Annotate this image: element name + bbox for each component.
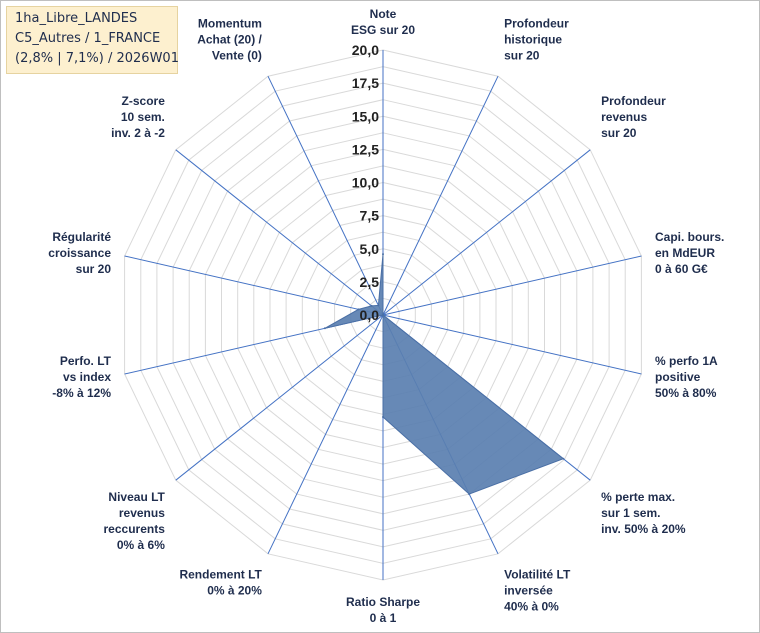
data-point bbox=[382, 314, 384, 316]
data-point bbox=[382, 253, 384, 256]
info-line-2: C5_Autres / 1_FRANCE bbox=[15, 31, 161, 46]
data-point bbox=[357, 308, 360, 311]
axis-spoke bbox=[382, 75, 499, 316]
axis-label: Profondeur historique sur 20 bbox=[504, 17, 569, 63]
axis-spoke bbox=[124, 255, 384, 316]
tick-label: 20,0 bbox=[352, 42, 379, 58]
axis-spoke bbox=[382, 314, 642, 375]
info-line-3: (2,8% | 7,1%) / 2026W01 bbox=[15, 51, 179, 66]
axis-spoke bbox=[267, 314, 384, 555]
axis-label: Volatilité LT inversée 40% à 0% bbox=[504, 567, 571, 613]
tick-label: 10,0 bbox=[352, 175, 379, 191]
data-point bbox=[323, 327, 326, 330]
info-box: 1ha_Libre_LANDES C5_Autres / 1_FRANCE (2… bbox=[6, 6, 179, 74]
axis-spoke bbox=[267, 75, 384, 316]
axis-label: % perfo 1A positive 50% à 80% bbox=[655, 354, 718, 400]
axis-spoke bbox=[382, 255, 642, 316]
axis-label: % perte max. sur 1 sem. inv. 50% à 20% bbox=[601, 490, 686, 536]
tick-label: 15,0 bbox=[352, 108, 379, 124]
axis-spoke bbox=[175, 314, 384, 481]
data-point bbox=[562, 457, 565, 460]
axis-spoke bbox=[175, 149, 384, 316]
axis-label: Ratio Sharpe 0 à 1 bbox=[346, 595, 420, 625]
data-point bbox=[377, 304, 380, 307]
tick-label: 17,5 bbox=[352, 75, 379, 91]
data-point bbox=[370, 304, 373, 307]
axis-spoke bbox=[382, 149, 591, 316]
axis-label: Momentum Achat (20) / Vente (0) bbox=[197, 17, 262, 63]
axis-label: Profondeur revenus sur 20 bbox=[601, 94, 666, 140]
data-point bbox=[468, 493, 471, 496]
axis-label: Niveau LT revenus reccurents 0% à 6% bbox=[104, 490, 166, 552]
axis-label: Perfo. LT vs index -8% à 12% bbox=[52, 354, 111, 400]
data-point bbox=[382, 416, 384, 418]
tick-label: 12,5 bbox=[352, 141, 379, 157]
tick-label: 0,0 bbox=[360, 307, 380, 323]
info-line-1: 1ha_Libre_LANDES bbox=[15, 11, 138, 26]
series-area bbox=[324, 254, 565, 495]
tick-label: 2,5 bbox=[360, 274, 380, 290]
axis-label: Régularité croissance sur 20 bbox=[48, 230, 111, 276]
axis-label: Note ESG sur 20 bbox=[351, 7, 415, 37]
axis-label: Capi. bours. en MdEUR 0 à 60 G€ bbox=[655, 230, 724, 276]
axis-label: Rendement LT 0% à 20% bbox=[179, 567, 262, 597]
axis-label: Z-score 10 sem. inv. 2 à -2 bbox=[111, 94, 165, 140]
tick-label: 7,5 bbox=[360, 208, 380, 224]
tick-label: 5,0 bbox=[360, 241, 380, 257]
